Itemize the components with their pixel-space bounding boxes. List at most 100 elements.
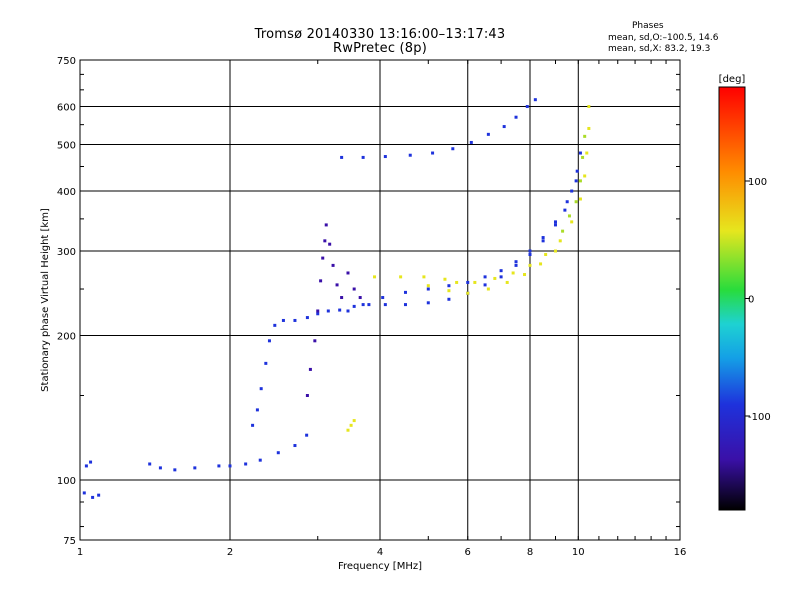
data-point <box>273 323 277 327</box>
data-point <box>293 444 297 448</box>
data-point <box>570 220 574 224</box>
data-point <box>244 462 248 466</box>
data-point <box>514 260 518 264</box>
data-point <box>553 223 557 227</box>
data-point <box>316 312 320 316</box>
data-point <box>258 458 262 462</box>
data-point <box>281 318 285 322</box>
data-point <box>361 155 365 159</box>
data-point <box>326 309 330 313</box>
data-point <box>349 423 353 427</box>
data-point <box>563 208 567 212</box>
data-point <box>403 303 407 307</box>
y-tick-label: 100 <box>57 476 76 487</box>
colorbar-tick-label: 100 <box>748 177 767 188</box>
data-point <box>499 275 503 279</box>
data-point <box>574 200 578 204</box>
data-point <box>426 284 430 288</box>
data-point <box>91 495 95 499</box>
data-point <box>373 275 377 279</box>
data-point <box>565 200 569 204</box>
data-point <box>352 419 356 423</box>
data-point <box>525 105 529 109</box>
data-point <box>505 280 509 284</box>
x-tick-label: 8 <box>527 547 533 558</box>
data-point <box>426 287 430 291</box>
y-tick-label: 200 <box>57 332 76 343</box>
data-point <box>447 289 451 293</box>
colorbar-tick-label: 0 <box>748 295 754 306</box>
x-axis-label: Frequency [MHz] <box>338 561 422 572</box>
data-point <box>567 214 571 218</box>
data-point <box>338 308 342 312</box>
plot-area: 1 2 4 6 8 10 16 75 100 200 300 400 500 600 750 Frequenc… <box>40 56 686 572</box>
data-point <box>528 263 532 267</box>
data-point <box>217 464 221 468</box>
data-point <box>466 280 470 284</box>
data-point <box>89 460 93 464</box>
data-point <box>383 155 387 159</box>
data-point <box>578 151 582 155</box>
y-tick-label: 500 <box>57 141 76 152</box>
data-point <box>293 318 297 322</box>
data-point <box>583 134 587 138</box>
chart-title: Tromsø 20140330 13:16:00–13:17:43 <box>254 27 506 42</box>
data-point <box>514 263 518 267</box>
data-point <box>82 491 86 495</box>
data-point <box>466 291 470 295</box>
phase-stats-x: mean, sd,X: 83.2, 19.3 <box>608 44 711 54</box>
data-point <box>255 408 259 412</box>
data-point <box>528 249 532 253</box>
x-tick-label: 1 <box>77 547 83 558</box>
data-point <box>583 174 587 178</box>
x-tick-label: 16 <box>674 547 687 558</box>
data-point <box>264 361 268 365</box>
data-point <box>587 105 591 109</box>
data-point <box>158 466 162 470</box>
data-point <box>431 151 435 155</box>
chart-subtitle: RwPretec (8p) <box>333 41 427 56</box>
data-point <box>335 283 339 287</box>
data-point <box>528 253 532 257</box>
data-point <box>340 155 344 159</box>
data-point <box>193 466 197 470</box>
data-point <box>514 115 518 119</box>
data-point <box>511 271 515 275</box>
data-point <box>346 309 350 313</box>
data-point <box>585 151 589 155</box>
data-point <box>319 279 323 283</box>
phase-colorbar <box>719 87 745 510</box>
y-tick-label: 75 <box>63 536 76 547</box>
data-point <box>578 179 582 183</box>
data-point <box>305 316 309 320</box>
data-point <box>251 423 255 427</box>
colorbar-tick-label: -100 <box>748 412 771 423</box>
data-point <box>361 303 365 307</box>
data-point <box>486 287 490 291</box>
data-point <box>553 249 557 253</box>
data-point <box>523 273 527 277</box>
data-point <box>483 275 487 279</box>
data-point <box>587 126 591 130</box>
data-point <box>447 297 451 301</box>
data-point <box>346 271 350 275</box>
data-point <box>305 394 309 398</box>
data-point <box>539 262 543 266</box>
data-point <box>570 189 574 193</box>
data-point <box>499 269 503 273</box>
data-point <box>426 301 430 305</box>
data-point <box>574 179 578 183</box>
data-point <box>455 280 459 284</box>
phase-stats-heading: Phases <box>632 21 664 31</box>
data-point <box>316 309 320 313</box>
data-point <box>331 263 335 267</box>
data-point <box>473 280 477 284</box>
data-point <box>328 242 332 246</box>
colorbar-label: [deg] <box>719 74 746 85</box>
data-point <box>483 283 487 287</box>
data-point <box>148 462 152 466</box>
y-tick-label: 750 <box>57 56 76 67</box>
data-point <box>340 296 344 300</box>
data-point <box>575 169 579 173</box>
